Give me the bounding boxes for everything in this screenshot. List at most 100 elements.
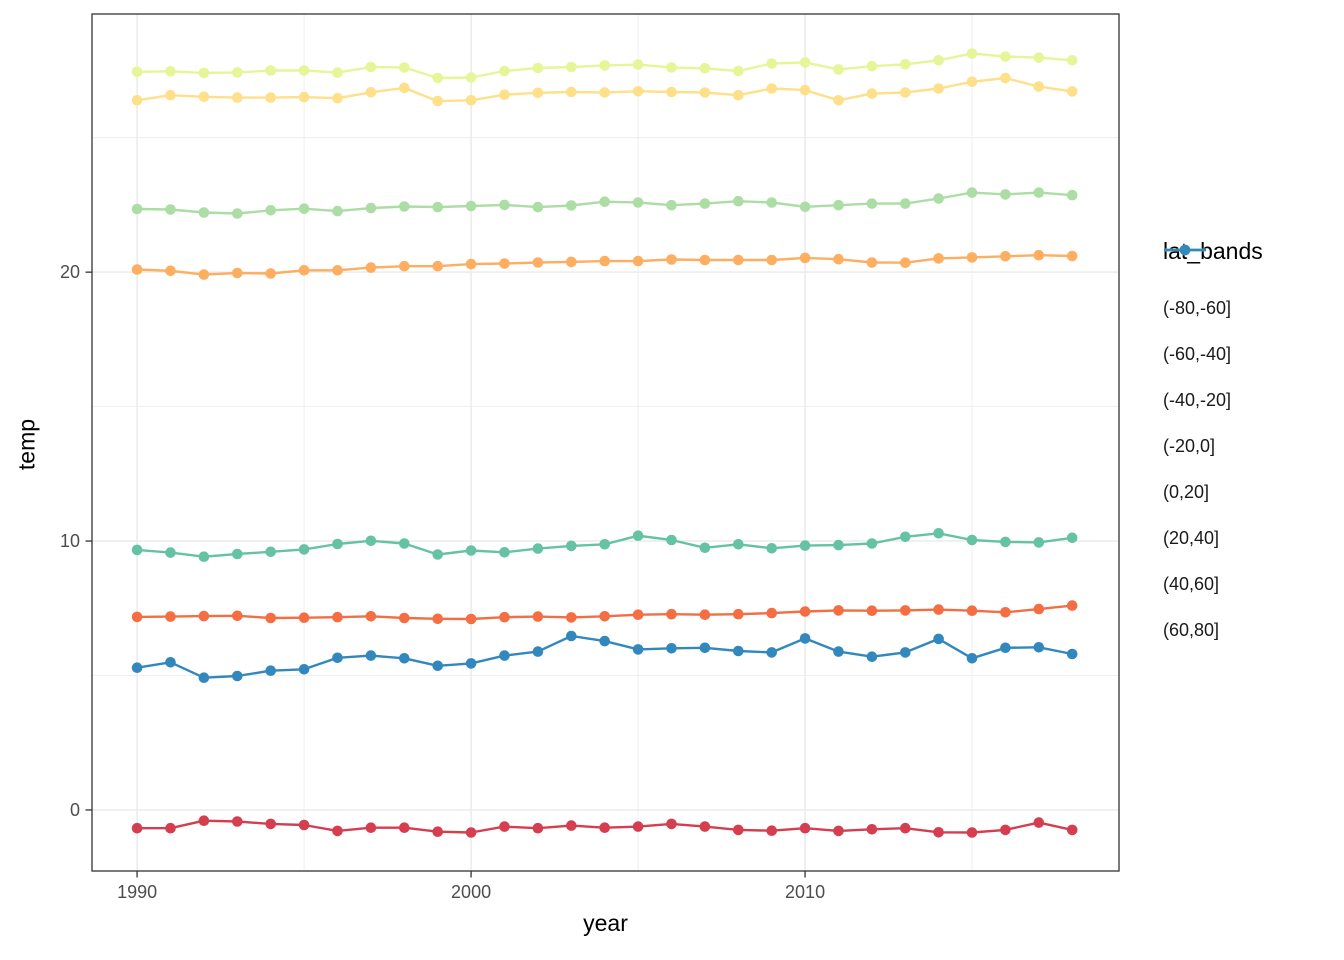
data-point-(-80,-60]-2017 [1033,817,1045,828]
data-point-(-40,-20]-1990 [131,264,143,275]
data-point-(40,60]-2009 [766,543,777,554]
data-point-(-20,0]-1993 [232,92,243,103]
y-tick-label-0: 0 [70,800,80,820]
panel-border [91,13,1120,872]
data-point-(60,80]-2014 [933,633,944,645]
data-point-(40,60]-1994 [265,546,277,558]
data-point-(-60,-40]-2018 [1066,600,1078,611]
data-point-(-20,0]-2000 [465,95,477,106]
data-point-(-80,-60]-2003 [566,820,577,831]
data-point-(-80,-60]-2002 [532,822,544,834]
data-point-(-60,-40]-2012 [866,605,878,616]
data-point-(40,60]-2012 [866,538,878,549]
data-point-(-60,-40]-2013 [900,605,911,616]
data-point-(0,20]-2015 [966,48,978,59]
legend-label: (-80,-60] [1163,297,1232,318]
data-point-(-20,0]-2008 [733,89,744,101]
data-point-(0,20]-1994 [265,65,277,76]
data-point-(0,20]-2003 [566,61,577,73]
data-point-(60,80]-1991 [165,657,176,668]
data-point-(60,80]-1998 [399,653,410,664]
data-point-(-60,-40]-2017 [1033,603,1045,615]
data-point-(-20,0]-2010 [799,84,811,96]
data-point-(40,60]-2013 [900,531,911,543]
data-point-(20,40]-1991 [165,204,176,215]
data-point-(-40,-20]-2006 [666,254,677,265]
data-point-(20,40]-1992 [198,207,210,218]
data-point-(-80,-60]-2006 [666,818,677,830]
legend: lat_bands (-80,-60] (-60,-40] (-40,-20] (-2… [1163,238,1344,653]
data-point-(-20,0]-2011 [833,95,844,106]
data-point-(20,40]-2008 [733,195,744,207]
data-point-(40,60]-1997 [365,535,377,547]
data-point-(20,40]-2003 [566,200,577,211]
data-point-(-80,-60]-2008 [733,824,744,836]
data-point-(-40,-20]-2010 [799,252,811,264]
data-point-(40,60]-2014 [933,528,944,539]
data-point-(0,20]-2013 [900,59,911,70]
data-point-(-20,0]-2018 [1066,86,1078,97]
data-point-(20,40]-1995 [298,203,310,214]
data-point-(-20,0]-2015 [966,76,978,88]
data-point-(40,60]-1995 [298,544,310,555]
data-point-(0,20]-2018 [1066,55,1078,66]
data-point-(20,40]-2017 [1033,187,1045,198]
data-point-(-60,-40]-1999 [432,613,444,625]
data-point-(60,80]-1992 [198,672,210,683]
data-point-(60,80]-2001 [499,650,510,661]
legend-label: (-40,-20] [1163,389,1232,410]
data-point-(0,20]-2010 [799,57,811,68]
data-point-(0,20]-2001 [499,65,510,77]
data-point-(40,60]-2000 [465,545,477,556]
data-point-(-60,-40]-1991 [165,611,176,622]
legend-item-(0,20]: (0,20] [1163,244,1344,515]
data-point-(-80,-60]-2009 [766,825,777,836]
data-point-(-60,-40]-1995 [298,612,310,623]
data-point-(0,20]-1999 [432,72,444,84]
data-point-(0,20]-2000 [465,72,477,83]
data-point-(20,40]-2018 [1066,189,1078,201]
data-point-(-80,-60]-2013 [900,822,911,834]
data-point-(20,40]-2002 [532,201,544,213]
data-point-(40,60]-2006 [666,534,677,546]
data-point-(20,40]-1998 [399,201,410,212]
data-point-(60,80]-1994 [265,665,277,676]
data-point-(20,40]-2013 [900,198,911,209]
data-point-(-20,0]-1998 [399,82,410,94]
data-point-(20,40]-2000 [465,200,477,212]
data-point-(20,40]-2004 [599,196,610,207]
data-point-(60,80]-2016 [1000,642,1011,654]
data-point-(-40,-20]-1998 [399,260,410,272]
data-point-(40,60]-1998 [399,538,410,549]
legend-label: (0,20] [1163,481,1210,502]
data-point-(20,40]-2009 [766,197,777,208]
data-point-(40,60]-1991 [165,547,176,558]
data-point-(40,60]-2005 [632,530,644,541]
data-point-(-20,0]-2004 [599,87,610,98]
data-point-(-20,0]-1990 [131,95,143,106]
panel-background [92,14,1119,871]
data-point-(0,20]-2014 [933,55,944,66]
data-point-(-40,-20]-2002 [532,257,544,268]
x-tick-label-2010: 2010 [785,882,825,902]
data-point-(-60,-40]-2002 [532,611,544,622]
legend-label: (60,80] [1163,619,1220,640]
data-point-(-40,-20]-2004 [599,255,610,267]
data-point-(-80,-60]-1994 [265,818,277,830]
legend-label: (40,60] [1163,573,1220,594]
data-point-(-40,-20]-2016 [1000,250,1011,262]
data-point-(40,60]-1990 [131,544,143,556]
data-point-(0,20]-1992 [198,67,210,79]
data-point-(-60,-40]-1993 [232,610,243,622]
data-point-(40,60]-2003 [566,540,577,552]
data-point-(-60,-40]-2007 [699,609,711,620]
data-point-(-40,-20]-2000 [465,258,477,270]
data-point-(0,20]-1990 [131,66,143,78]
data-point-(0,20]-2012 [866,60,878,72]
data-point-(0,20]-1997 [365,61,377,73]
data-point-(-20,0]-1991 [165,89,176,101]
data-point-(-40,-20]-2015 [966,252,978,263]
data-point-(0,20]-1991 [165,66,176,77]
data-point-(60,80]-1999 [432,660,444,672]
data-point-(-20,0]-2014 [933,83,944,94]
